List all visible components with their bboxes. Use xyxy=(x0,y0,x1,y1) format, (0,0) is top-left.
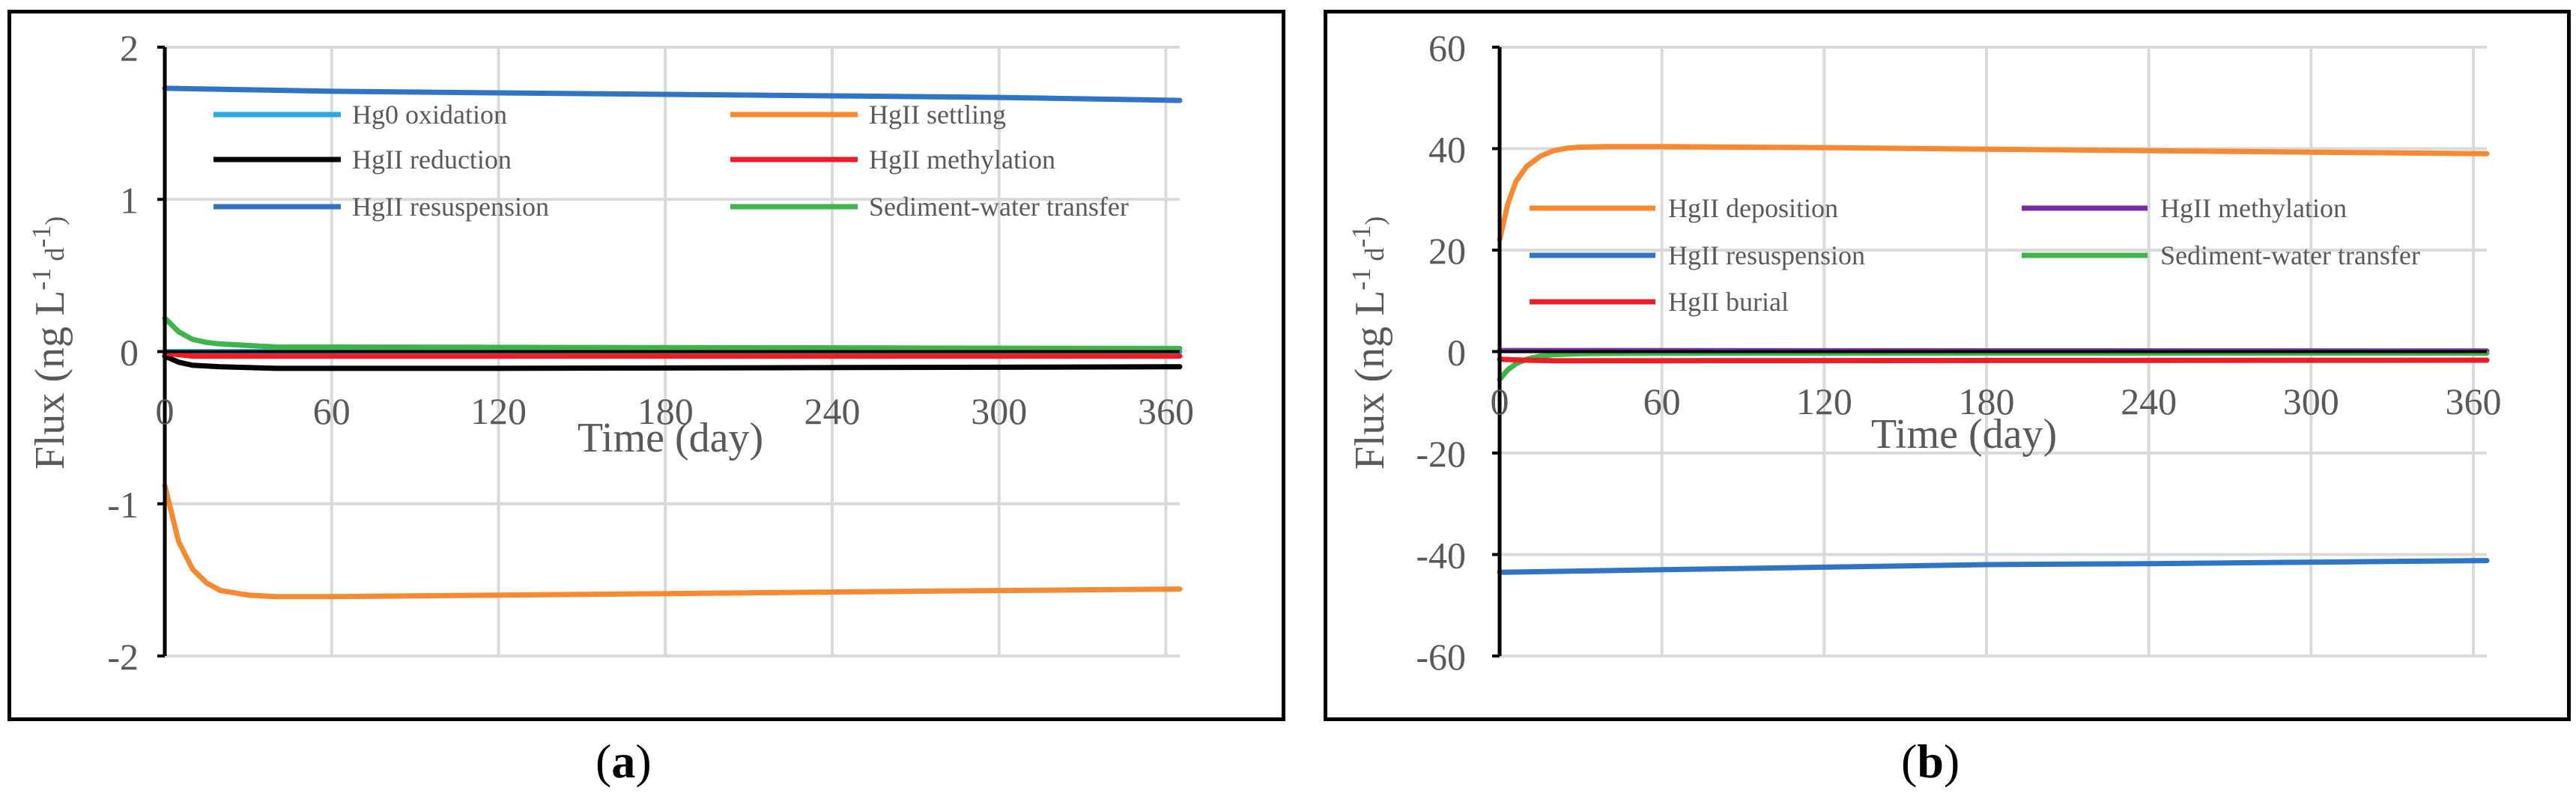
caption-b: (b) xyxy=(1901,735,1960,788)
legend-label-4: HgII methylation xyxy=(869,145,1055,174)
y-title-end: ) xyxy=(40,216,70,225)
y-tick-label: -40 xyxy=(1416,535,1466,577)
series-line-2 xyxy=(162,482,1183,600)
y-axis-title: Flux (ng L-1 d-1) xyxy=(26,216,73,470)
y-title-main: Flux (ng L xyxy=(27,291,73,470)
series-line-6 xyxy=(162,315,1183,351)
y-tick-label: 2 xyxy=(120,27,139,69)
x-tick-label: 300 xyxy=(2283,380,2339,422)
legend-label-4: Sediment-water transfer xyxy=(2160,240,2420,270)
caption-a: (a) xyxy=(595,735,652,788)
y-title-mid: d xyxy=(1360,248,1389,268)
y-title-sup: -1 xyxy=(26,268,56,291)
x-tick-label: 360 xyxy=(2445,380,2501,422)
y-title-mid: d xyxy=(40,248,70,268)
y-tick-label: 1 xyxy=(120,179,139,221)
panel-b: -60 -40 -20 0 20 40 60 0 60 120 180 240 300 360 Time (… xyxy=(1324,10,2571,721)
chart-b: -60 -40 -20 0 20 40 60 0 60 120 180 240 300 360 Time (… xyxy=(1346,27,2501,678)
y-title-main: Flux (ng L xyxy=(1347,291,1393,470)
series-line-4 xyxy=(162,350,1183,359)
x-axis-title: Time (day) xyxy=(578,415,763,461)
legend-label-5: HgII resuspension xyxy=(352,192,549,222)
legend-label-2: HgII settling xyxy=(869,100,1006,130)
series-line-3 xyxy=(162,353,1183,371)
x-tick-label: 300 xyxy=(971,390,1027,432)
series-line-4 xyxy=(1497,350,2490,383)
y-tick-label: -2 xyxy=(107,636,139,678)
y-title-sup: -1 xyxy=(1346,268,1376,291)
series-line-3 xyxy=(1497,558,2490,575)
series-line-5 xyxy=(162,85,1183,103)
x-tick-label: 180 xyxy=(637,390,694,432)
legend-label-3: HgII reduction xyxy=(352,145,512,174)
y-axis-title: Flux (ng L-1 d-1) xyxy=(1346,216,1393,470)
panel-a: -2 -1 0 1 2 0 60 120 180 240 300 360 Time (day) Flux … xyxy=(7,10,1285,721)
series-line-1 xyxy=(1497,144,2490,243)
y-tick-label: 60 xyxy=(1428,27,1466,69)
y-tick-label: 40 xyxy=(1428,129,1466,171)
x-tick-label: 180 xyxy=(1958,380,2014,422)
x-tick-label: 240 xyxy=(804,390,860,432)
legend-label-5: HgII burial xyxy=(1668,287,1789,317)
y-tick-label: -60 xyxy=(1416,636,1466,678)
y-tick-label: 0 xyxy=(120,332,139,374)
legend-label-1: HgII deposition xyxy=(1668,193,1838,223)
x-tick-label: 60 xyxy=(313,390,351,432)
y-title-end: ) xyxy=(1360,216,1389,225)
x-axis-title: Time (day) xyxy=(1871,411,2057,458)
y-tick-label: 20 xyxy=(1428,230,1466,272)
legend-label-6: Sediment-water transfer xyxy=(869,192,1129,222)
x-tick-label: 0 xyxy=(1491,380,1509,422)
x-tick-label: 0 xyxy=(156,390,175,432)
y-tick-label: -20 xyxy=(1416,433,1466,475)
x-tick-label: 120 xyxy=(470,390,527,432)
x-tick-label: 60 xyxy=(1643,380,1681,422)
y-title-sup: -1 xyxy=(1346,225,1376,248)
legend-label-1: Hg0 oxidation xyxy=(352,100,507,130)
x-tick-label: 120 xyxy=(1796,380,1852,422)
x-tick-label: 360 xyxy=(1138,390,1194,432)
x-tick-label: 240 xyxy=(2121,380,2177,422)
series-line-5 xyxy=(1497,356,2490,364)
legend-label-2: HgII methylation xyxy=(2160,193,2347,223)
y-tick-label: -1 xyxy=(107,484,139,526)
y-tick-label: 0 xyxy=(1447,332,1466,374)
legend-label-3: HgII resuspension xyxy=(1668,240,1865,270)
y-title-sup: -1 xyxy=(26,225,56,248)
